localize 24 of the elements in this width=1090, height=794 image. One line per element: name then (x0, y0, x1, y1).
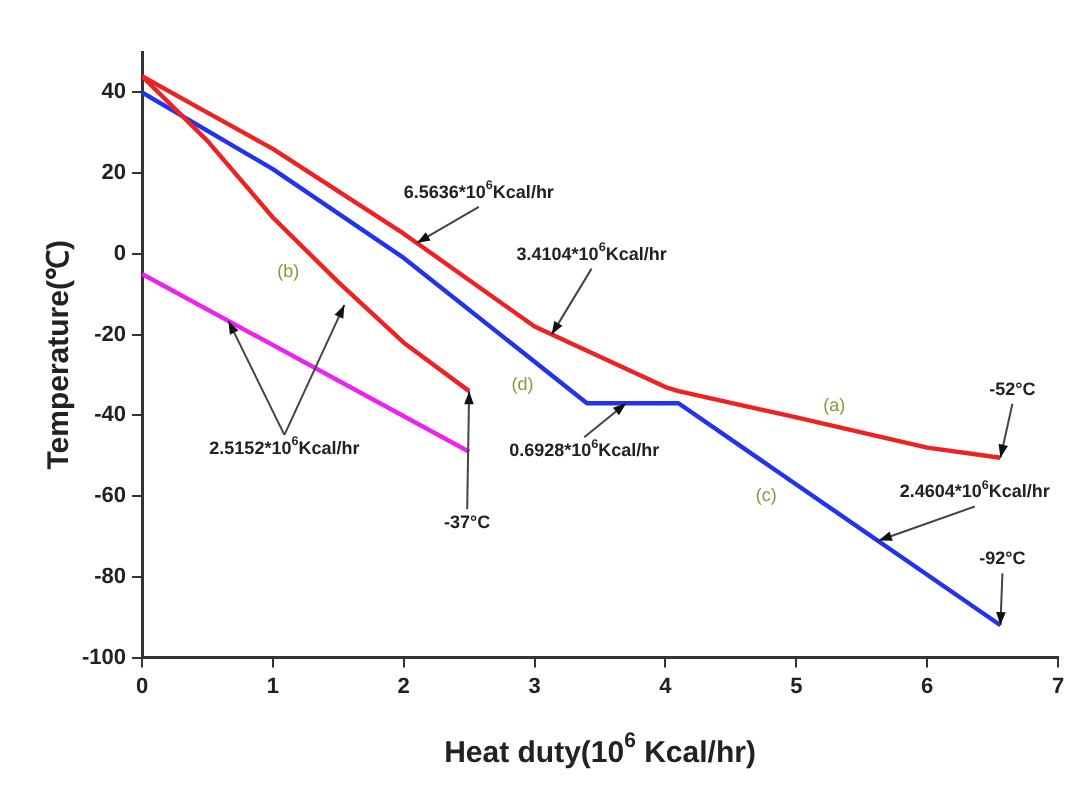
annotation: -52°C (989, 378, 1037, 399)
x-tick-label: 0 (135, 674, 149, 699)
annotation: (d) (511, 374, 534, 395)
annotation: (b) (277, 260, 300, 281)
y-tick-label: -80 (94, 564, 127, 589)
annotation: -37°C (444, 512, 492, 533)
y-tick-label: -40 (94, 403, 127, 428)
y-tick-label: 40 (101, 80, 127, 105)
x-tick-label: 7 (1051, 674, 1065, 699)
annotation: (c) (755, 484, 777, 505)
y-axis-title: Temperature(℃) (42, 240, 77, 470)
y-tick-label: 20 (101, 161, 127, 186)
y-tick-label: -100 (81, 645, 127, 670)
y-tick-label: -60 (94, 484, 127, 509)
x-tick-label: 1 (266, 674, 280, 699)
x-tick-label: 6 (921, 674, 934, 699)
annotation: (a) (823, 395, 846, 416)
annotation: -92°C (979, 548, 1027, 569)
x-tick-label: 2 (397, 674, 410, 699)
x-tick-label: 5 (790, 674, 803, 699)
x-tick-label: 4 (659, 674, 674, 699)
x-tick-label: 3 (528, 674, 541, 699)
y-tick-label: -20 (94, 322, 127, 347)
y-tick-label: 0 (113, 241, 127, 266)
